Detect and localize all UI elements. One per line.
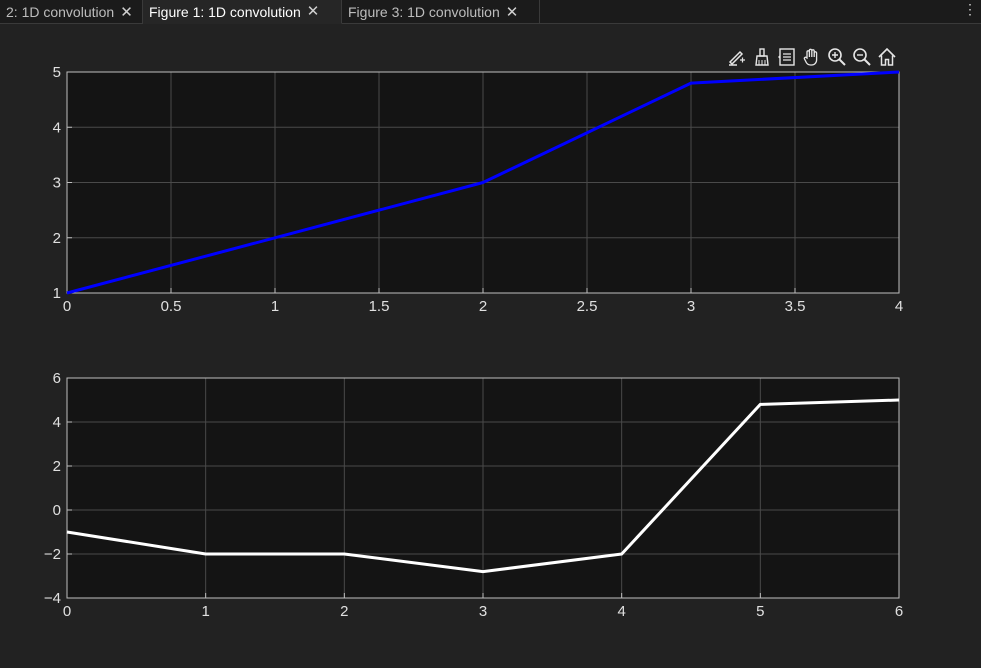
edit-plot-icon[interactable] <box>726 46 748 68</box>
series-line-2-1 <box>66 398 900 574</box>
tab-label: Figure 3: 1D convolution <box>348 4 500 20</box>
tab-label: Figure 1: 1D convolution <box>149 3 301 20</box>
tab-figure-2[interactable]: 2: 1D convolution ✕ <box>0 0 143 24</box>
tab-figure-3[interactable]: Figure 3: 1D convolution ✕ <box>342 0 540 24</box>
y-tick-label: 2 <box>53 230 61 247</box>
series-line-1-1 <box>66 70 900 295</box>
home-icon[interactable] <box>876 46 898 68</box>
x-tick-label: 2 <box>479 298 487 315</box>
x-tick-label: 2.5 <box>577 298 598 315</box>
x-tick-label: 1.5 <box>369 298 390 315</box>
x-tick-label: 1 <box>271 298 279 315</box>
x-tick-label: 0 <box>63 603 71 620</box>
tab-figure-1[interactable]: Figure 1: 1D convolution ✕ <box>143 0 342 24</box>
y-tick-label: −2 <box>44 546 61 563</box>
x-tick-label: 3.5 <box>785 298 806 315</box>
x-tick-label: 3 <box>479 603 487 620</box>
y-tick-label: 3 <box>53 175 61 192</box>
y-tick-label: 6 <box>53 370 61 387</box>
tab-label: 2: 1D convolution <box>6 4 115 20</box>
close-icon[interactable]: ✕ <box>120 3 133 21</box>
x-tick-label: 1 <box>201 603 209 620</box>
figure-tab-bar: 2: 1D convolution ✕ Figure 1: 1D convolu… <box>0 0 981 24</box>
y-tick-label: 0 <box>53 502 61 519</box>
pan-hand-icon[interactable] <box>801 46 823 68</box>
data-tips-icon[interactable] <box>776 46 798 68</box>
axes-toolbar <box>726 46 898 68</box>
y-tick-label: 4 <box>53 119 61 136</box>
y-tick-label: 4 <box>53 414 61 431</box>
y-tick-label: 1 <box>53 285 61 302</box>
y-tick-label: −4 <box>44 590 61 607</box>
zoom-in-icon[interactable] <box>826 46 848 68</box>
x-tick-label: 4 <box>895 298 903 315</box>
x-tick-label: 4 <box>617 603 625 620</box>
x-tick-label: 2 <box>340 603 348 620</box>
close-icon[interactable]: ✕ <box>306 3 320 20</box>
close-icon[interactable]: ✕ <box>505 3 519 21</box>
y-tick-label: 2 <box>53 458 61 475</box>
x-tick-label: 5 <box>756 603 764 620</box>
brush-icon[interactable] <box>751 46 773 68</box>
x-tick-label: 3 <box>687 298 695 315</box>
x-tick-label: 0.5 <box>161 298 182 315</box>
y-tick-label: 5 <box>53 64 61 81</box>
x-tick-label: 0 <box>63 298 71 315</box>
zoom-out-icon[interactable] <box>851 46 873 68</box>
x-tick-label: 6 <box>895 603 903 620</box>
more-options-icon[interactable]: ⋮ <box>963 1 977 17</box>
